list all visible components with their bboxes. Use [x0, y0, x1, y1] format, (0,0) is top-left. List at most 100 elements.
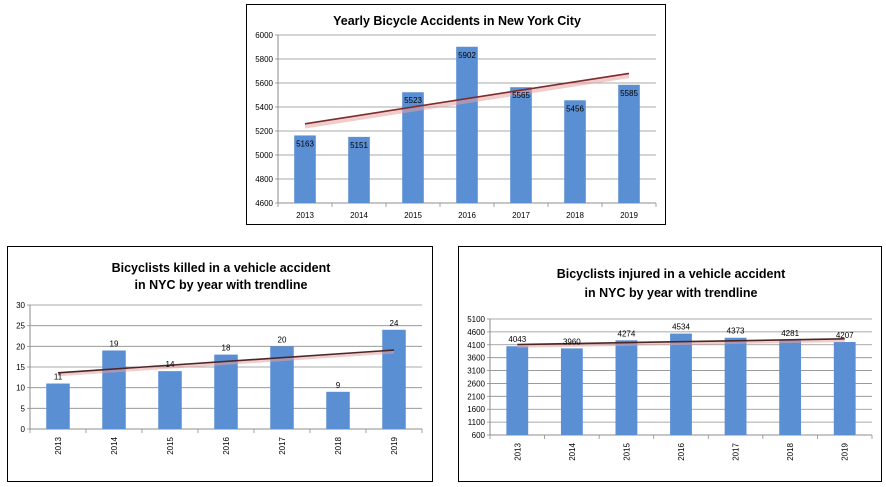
- data-label: 3960: [563, 337, 581, 346]
- x-tick-label: 2019: [620, 211, 638, 220]
- data-label: 11: [54, 373, 63, 382]
- trendline: [304, 72, 630, 125]
- bar: [618, 84, 640, 203]
- x-tick-label: 2013: [54, 436, 63, 454]
- x-tick-label: 2015: [166, 436, 175, 454]
- bar: [724, 337, 747, 435]
- y-tick-label: 4600: [467, 328, 485, 337]
- y-tick-label: 5600: [255, 79, 273, 88]
- x-tick-label: 2015: [622, 442, 631, 460]
- x-tick-label: 2015: [404, 211, 422, 220]
- bar: [102, 350, 126, 429]
- x-tick-label: 2018: [786, 442, 795, 460]
- x-tick-label: 2017: [732, 442, 741, 460]
- chart-yearly-accidents: Yearly Bicycle Accidents in New York Cit…: [255, 14, 657, 220]
- x-tick-label: 2018: [566, 211, 584, 220]
- bar: [615, 340, 638, 435]
- y-tick-label: 30: [16, 301, 25, 310]
- bar: [456, 46, 478, 204]
- x-tick-label: 2017: [278, 436, 287, 454]
- data-label: 19: [110, 339, 119, 348]
- bar: [270, 346, 294, 429]
- x-tick-label: 2014: [350, 211, 368, 220]
- chart-injured: Bicyclists injured in a vehicle accident…: [467, 267, 873, 461]
- y-tick-label: 2100: [467, 392, 485, 401]
- x-tick-label: 2016: [458, 211, 476, 220]
- data-label: 20: [278, 335, 287, 344]
- bar: [382, 329, 406, 429]
- chart-title: Bicyclists injured in a vehicle accident: [557, 267, 786, 281]
- data-label: 9: [336, 381, 341, 390]
- data-label: 5456: [566, 104, 584, 113]
- y-tick-label: 20: [16, 342, 25, 351]
- data-label: 4274: [618, 329, 636, 338]
- data-label: 4043: [508, 335, 526, 344]
- trendline-band: [58, 350, 394, 377]
- data-label: 4207: [836, 331, 854, 340]
- chart-killed: Bicyclists killed in a vehicle accident i…: [16, 261, 423, 455]
- x-tick-label: 2014: [110, 436, 119, 454]
- x-tick-label: 2014: [568, 442, 577, 460]
- trendline-band: [517, 338, 845, 348]
- data-label: 5585: [620, 89, 638, 98]
- bar: [214, 354, 238, 429]
- y-tick-label: 5: [21, 404, 26, 413]
- chart-title: in NYC by year with trendline: [585, 286, 758, 300]
- bar: [326, 391, 350, 429]
- trendline-band: [305, 73, 629, 129]
- bar: [833, 342, 856, 435]
- bar: [506, 346, 529, 435]
- y-tick-label: 25: [16, 322, 25, 331]
- x-tick-label: 2016: [222, 436, 231, 454]
- bar: [560, 348, 583, 435]
- data-label: 4281: [781, 329, 799, 338]
- y-tick-label: 5200: [255, 127, 273, 136]
- y-tick-label: 600: [472, 431, 486, 440]
- y-tick-label: 1600: [467, 405, 485, 414]
- chart-title: Bicyclists killed in a vehicle accident: [112, 261, 332, 275]
- y-tick-label: 15: [16, 363, 25, 372]
- bar: [779, 340, 802, 435]
- y-tick-label: 6000: [255, 31, 273, 40]
- y-tick-label: 0: [21, 425, 26, 434]
- x-tick-label: 2019: [390, 436, 399, 454]
- x-tick-label: 2013: [513, 442, 522, 460]
- data-label: 5902: [458, 51, 476, 60]
- data-label: 24: [390, 319, 399, 328]
- data-label: 4534: [672, 323, 690, 332]
- y-tick-label: 2600: [467, 379, 485, 388]
- x-tick-label: 2019: [841, 442, 850, 460]
- x-tick-label: 2013: [296, 211, 314, 220]
- data-label: 4373: [727, 327, 745, 336]
- data-label: 5151: [350, 141, 368, 150]
- y-tick-label: 4100: [467, 341, 485, 350]
- data-label: 14: [166, 360, 175, 369]
- bar: [348, 136, 370, 203]
- data-label: 18: [222, 344, 231, 353]
- chart-title: in NYC by year with trendline: [135, 278, 308, 292]
- bar: [564, 100, 586, 203]
- bar: [46, 383, 70, 429]
- x-tick-label: 2016: [677, 442, 686, 460]
- trendline: [57, 349, 395, 374]
- bar: [402, 92, 424, 203]
- bar: [670, 333, 692, 435]
- y-tick-label: 5100: [467, 315, 485, 324]
- y-tick-label: 3100: [467, 367, 485, 376]
- bar: [294, 135, 316, 203]
- y-tick-label: 10: [16, 384, 25, 393]
- chart-panel-injured: Bicyclists injured in a vehicle accident…: [458, 246, 882, 482]
- y-tick-label: 5000: [255, 151, 273, 160]
- chart-title: Yearly Bicycle Accidents in New York Cit…: [333, 14, 581, 28]
- bar: [158, 371, 182, 429]
- data-label: 5163: [296, 139, 314, 148]
- bar: [510, 87, 532, 203]
- chart-panel-yearly-accidents: Yearly Bicycle Accidents in New York Cit…: [246, 4, 666, 225]
- x-tick-label: 2017: [512, 211, 530, 220]
- y-tick-label: 1100: [468, 418, 486, 427]
- trendline: [517, 338, 845, 346]
- y-tick-label: 4600: [255, 199, 273, 208]
- chart-panel-killed: Bicyclists killed in a vehicle accident i…: [7, 246, 433, 482]
- data-label: 5523: [404, 96, 422, 105]
- y-tick-label: 3600: [467, 354, 485, 363]
